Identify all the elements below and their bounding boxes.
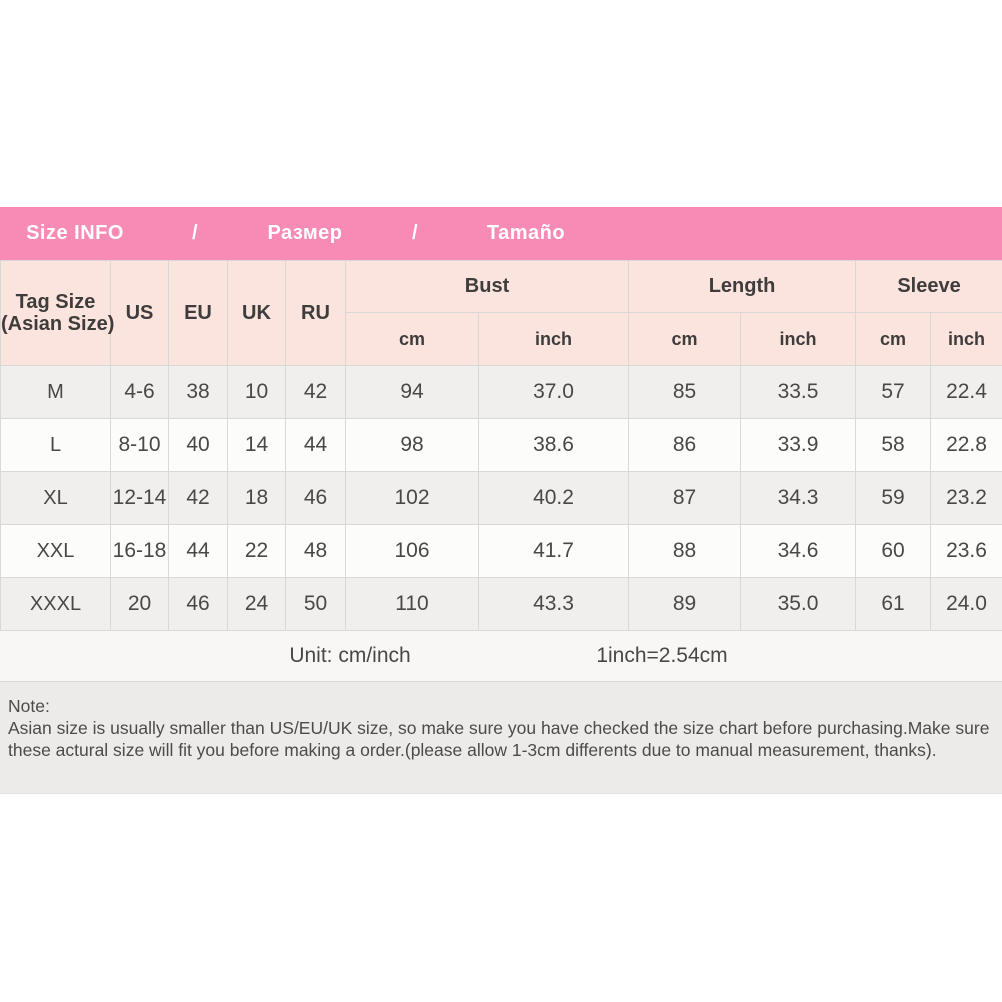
table-row-l: L 8-10 40 14 44 98 38.6 86 33.9 58 22.8 <box>0 418 1002 472</box>
table-cell: 33.9 <box>740 418 857 472</box>
table-cell: 37.0 <box>477 365 630 419</box>
table-cell: 94 <box>345 365 479 419</box>
table-cell: 40.2 <box>477 471 630 525</box>
table-cell: 87 <box>628 471 742 525</box>
table-cell: 61 <box>855 577 932 631</box>
table-cell: 23.6 <box>930 524 1002 578</box>
row-label: XL <box>0 471 111 525</box>
unit-footer-row: Unit: cm/inch 1inch=2.54cm <box>0 631 1002 682</box>
table-cell: 10 <box>227 365 286 419</box>
table-cell: 102 <box>345 471 479 525</box>
table-row-xl: XL 12-14 42 18 46 102 40.2 87 34.3 59 23… <box>0 471 1002 525</box>
header-eu: EU <box>168 260 228 366</box>
size-chart-sheet: Size INFO / Размер / Tamaño Tag Size (As… <box>0 207 1002 794</box>
table-cell: 58 <box>855 418 932 472</box>
header-tag-size-line2: (Asian Size) <box>1 313 115 335</box>
table-cell: 4-6 <box>110 365 169 419</box>
table-cell: 60 <box>855 524 932 578</box>
table-cell: 8-10 <box>110 418 169 472</box>
table-cell: 24.0 <box>930 577 1002 631</box>
table-cell: 38 <box>168 365 228 419</box>
header-uk: UK <box>227 260 286 366</box>
table-cell: 85 <box>628 365 742 419</box>
table-cell: 40 <box>168 418 228 472</box>
header-us: US <box>110 260 169 366</box>
table-cell: 86 <box>628 418 742 472</box>
table-cell: 23.2 <box>930 471 1002 525</box>
size-info-banner: Size INFO / Размер / Tamaño <box>0 207 1002 260</box>
table-cell: 46 <box>168 577 228 631</box>
table-cell: 46 <box>285 471 346 525</box>
unit-label: Unit: cm/inch <box>289 644 411 667</box>
header-length-cm: cm <box>628 312 742 366</box>
table-row-m: M 4-6 38 10 42 94 37.0 85 33.5 57 22.4 <box>0 365 1002 419</box>
table-cell: 57 <box>855 365 932 419</box>
row-label: XXXL <box>0 577 111 631</box>
table-row-xxl: XXL 16-18 44 22 48 106 41.7 88 34.6 60 2… <box>0 524 1002 578</box>
table-cell: 14 <box>227 418 286 472</box>
banner-title-en: Size INFO <box>26 222 124 244</box>
table-cell: 38.6 <box>477 418 630 472</box>
note-section: Note: Asian size is usually smaller than… <box>0 682 1002 794</box>
table-cell: 42 <box>285 365 346 419</box>
table-cell: 33.5 <box>740 365 857 419</box>
row-label: M <box>0 365 111 419</box>
table-cell: 22.8 <box>930 418 1002 472</box>
row-label: XXL <box>0 524 111 578</box>
table-cell: 42 <box>168 471 228 525</box>
table-cell: 22 <box>227 524 286 578</box>
table-cell: 24 <box>227 577 286 631</box>
banner-separator: / <box>411 222 419 244</box>
table-cell: 89 <box>628 577 742 631</box>
table-cell: 59 <box>855 471 932 525</box>
table-cell: 34.3 <box>740 471 857 525</box>
header-bust-inch: inch <box>477 312 630 366</box>
table-cell: 50 <box>285 577 346 631</box>
table-cell: 44 <box>285 418 346 472</box>
size-table: Tag Size (Asian Size) US EU UK RU Bust L… <box>0 260 1002 631</box>
row-label: L <box>0 418 111 472</box>
header-sleeve: Sleeve <box>855 260 1002 313</box>
table-row-xxxl: XXXL 20 46 24 50 110 43.3 89 35.0 61 24.… <box>0 577 1002 631</box>
banner-title-ru: Размер <box>267 222 343 244</box>
table-cell: 12-14 <box>110 471 169 525</box>
header-length: Length <box>628 260 857 313</box>
table-cell: 34.6 <box>740 524 857 578</box>
header-length-inch: inch <box>740 312 857 366</box>
table-cell: 20 <box>110 577 169 631</box>
table-cell: 44 <box>168 524 228 578</box>
header-bust: Bust <box>344 260 630 313</box>
banner-title-es: Tamaño <box>486 222 566 244</box>
table-cell: 43.3 <box>477 577 630 631</box>
header-sleeve-inch: inch <box>930 312 1002 366</box>
note-heading: Note: <box>8 696 50 716</box>
table-cell: 35.0 <box>740 577 857 631</box>
table-cell: 106 <box>345 524 479 578</box>
table-cell: 88 <box>628 524 742 578</box>
table-cell: 22.4 <box>930 365 1002 419</box>
header-tag-size: Tag Size (Asian Size) <box>0 260 115 366</box>
header-ru: RU <box>285 260 346 366</box>
header-sleeve-cm: cm <box>855 312 932 366</box>
banner-separator: / <box>191 222 199 244</box>
table-cell: 16-18 <box>110 524 169 578</box>
table-cell: 98 <box>345 418 479 472</box>
table-cell: 110 <box>345 577 479 631</box>
table-cell: 48 <box>285 524 346 578</box>
header-tag-size-line1: Tag Size <box>15 291 96 313</box>
note-body: Asian size is usually smaller than US/EU… <box>8 718 990 760</box>
inch-conversion-label: 1inch=2.54cm <box>596 644 728 667</box>
table-cell: 41.7 <box>477 524 630 578</box>
header-bust-cm: cm <box>345 312 479 366</box>
table-cell: 18 <box>227 471 286 525</box>
